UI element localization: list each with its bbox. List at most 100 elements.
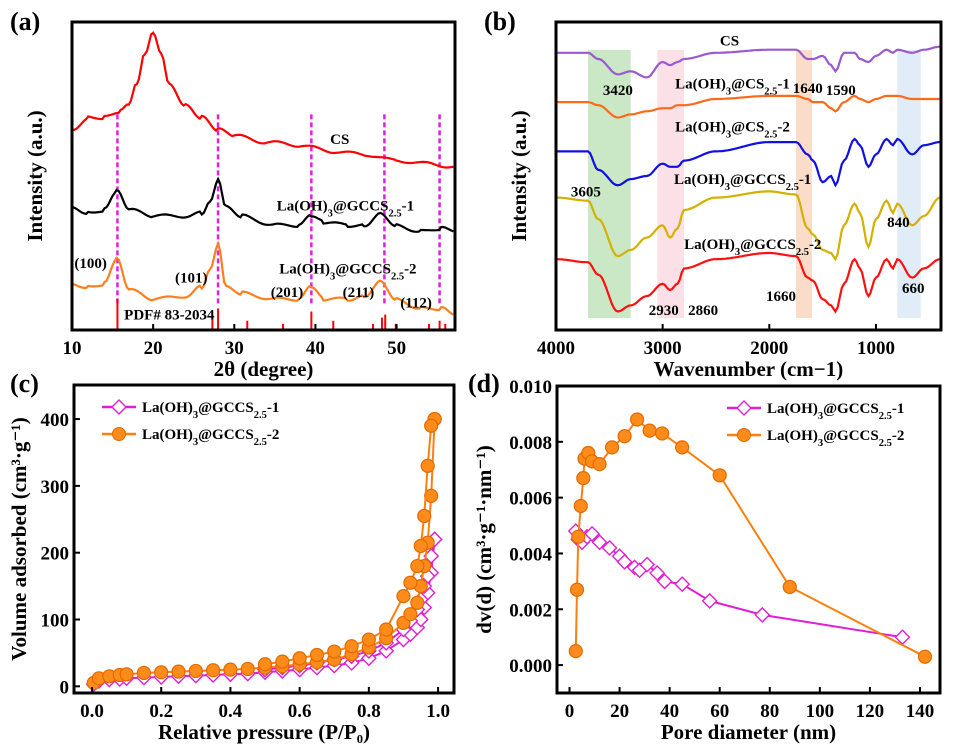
plot-area [72, 31, 454, 330]
annotation: 840 [887, 215, 910, 231]
panel-label: (c) [10, 369, 39, 398]
data-point [136, 665, 152, 681]
x-tick-label: 40 [306, 338, 325, 359]
data-point [275, 654, 290, 669]
y-tick-label: 0.002 [509, 600, 552, 621]
x-tick-label: 30 [225, 338, 244, 359]
plot-area [556, 45, 941, 318]
data-point [616, 553, 633, 570]
data-point [292, 651, 307, 666]
data-point [171, 664, 186, 679]
annotation: 660 [902, 281, 925, 297]
plot-frame [554, 20, 943, 332]
series-line [556, 137, 940, 188]
x-tick-label: 140 [906, 701, 935, 722]
data-point [639, 556, 656, 573]
data-point [403, 575, 418, 590]
data-point [188, 663, 203, 679]
series-line [574, 418, 926, 658]
annotation: 1660 [766, 289, 796, 305]
y-axis-label: Intensity (a.u.) [507, 110, 531, 241]
annotation: (100) [74, 256, 107, 272]
x-tick-label: 2000 [750, 338, 788, 359]
x-tick-label: 4000 [537, 338, 575, 359]
data-point [576, 471, 591, 486]
x-tick-label: 0.0 [80, 701, 104, 722]
series-line [72, 31, 454, 169]
data-point [309, 647, 325, 663]
plot-area [567, 412, 933, 664]
series-line [556, 190, 941, 262]
panel-c: 0.0 0.2 0.4 0.6 0.8 1.0 0 100 200 300 400 Relative … [7, 369, 456, 744]
data-point [206, 663, 221, 678]
data-point [649, 565, 666, 581]
x-tick-label: 0 [565, 701, 575, 722]
data-point [417, 508, 432, 524]
data-point [630, 412, 645, 427]
x-tick-label: 0.2 [149, 701, 173, 722]
y-tick-label: 0.004 [509, 544, 552, 565]
data-point [154, 665, 169, 680]
annotation: CS [330, 132, 349, 148]
highlight-band [795, 50, 812, 318]
data-point [413, 538, 428, 554]
y-tick-label: 0.010 [509, 377, 552, 398]
data-point [592, 457, 607, 472]
data-point [119, 667, 134, 682]
series-line [264, 418, 436, 666]
data-point [378, 642, 395, 659]
y-axis-label: Volume adsorbed (cm³·g⁻¹) [7, 417, 31, 660]
annotation: 2930 [649, 303, 679, 319]
data-point [568, 644, 583, 659]
legend-marker [737, 428, 751, 442]
data-point [344, 639, 359, 654]
x-tick-label: 3000 [644, 338, 682, 359]
data-point [782, 579, 797, 595]
y-tick-label: 0.008 [509, 433, 552, 454]
y-axis-label: Intensity (a.u.) [23, 110, 47, 241]
series-line [93, 419, 436, 684]
data-point [701, 592, 718, 609]
y-tick-label: 200 [41, 544, 70, 565]
x-tick-label: 1000 [857, 338, 895, 359]
x-tick-label: 60 [710, 701, 729, 722]
x-axis-label: Pore diameter (nm) [661, 720, 836, 744]
data-point [674, 576, 691, 593]
plot-frame [72, 383, 456, 695]
plot-area [85, 411, 443, 693]
data-point [712, 468, 727, 483]
data-point [604, 440, 620, 455]
panel-label: (b) [484, 7, 516, 36]
y-tick-label: 0 [60, 677, 70, 698]
y-tick-label: 300 [41, 477, 70, 498]
annotation: 3605 [571, 184, 601, 200]
x-tick-label: 0.6 [288, 701, 312, 722]
series-line [72, 176, 454, 233]
annotation: 1640 [793, 81, 823, 97]
y-tick-label: 0.006 [509, 489, 552, 510]
annotation: (112) [400, 295, 432, 311]
x-tick-label: 100 [806, 701, 835, 722]
highlight-band [657, 50, 684, 318]
y-tick-label: 400 [41, 410, 70, 431]
series-line [556, 251, 941, 314]
data-point [584, 525, 601, 542]
x-tick-label: 10 [63, 338, 82, 359]
data-point [675, 440, 690, 455]
legend-label: La(OH)3@GCCS2.5-2 [767, 428, 904, 449]
annotation: La(OH)3@GCCS2.5-2 [279, 261, 416, 282]
annotation: La(OH)3@GCCS2.5-1 [674, 172, 811, 193]
legend-marker [736, 400, 752, 416]
series-line [556, 45, 941, 79]
data-point [656, 573, 673, 590]
annotation: La(OH)3@GCCS2.5-1 [277, 198, 414, 219]
annotation: La(OH)3@CS2.5-1 [675, 77, 790, 98]
panel-label: (a) [10, 7, 40, 36]
annotation: (211) [343, 285, 375, 301]
annotation: 3420 [603, 83, 633, 99]
panel-a: 10 20 30 40 50 2θ (degree) Intensity (a.u.) (a)… [10, 7, 457, 381]
data-point [240, 661, 255, 677]
data-point [573, 498, 588, 514]
data-point [617, 429, 632, 444]
